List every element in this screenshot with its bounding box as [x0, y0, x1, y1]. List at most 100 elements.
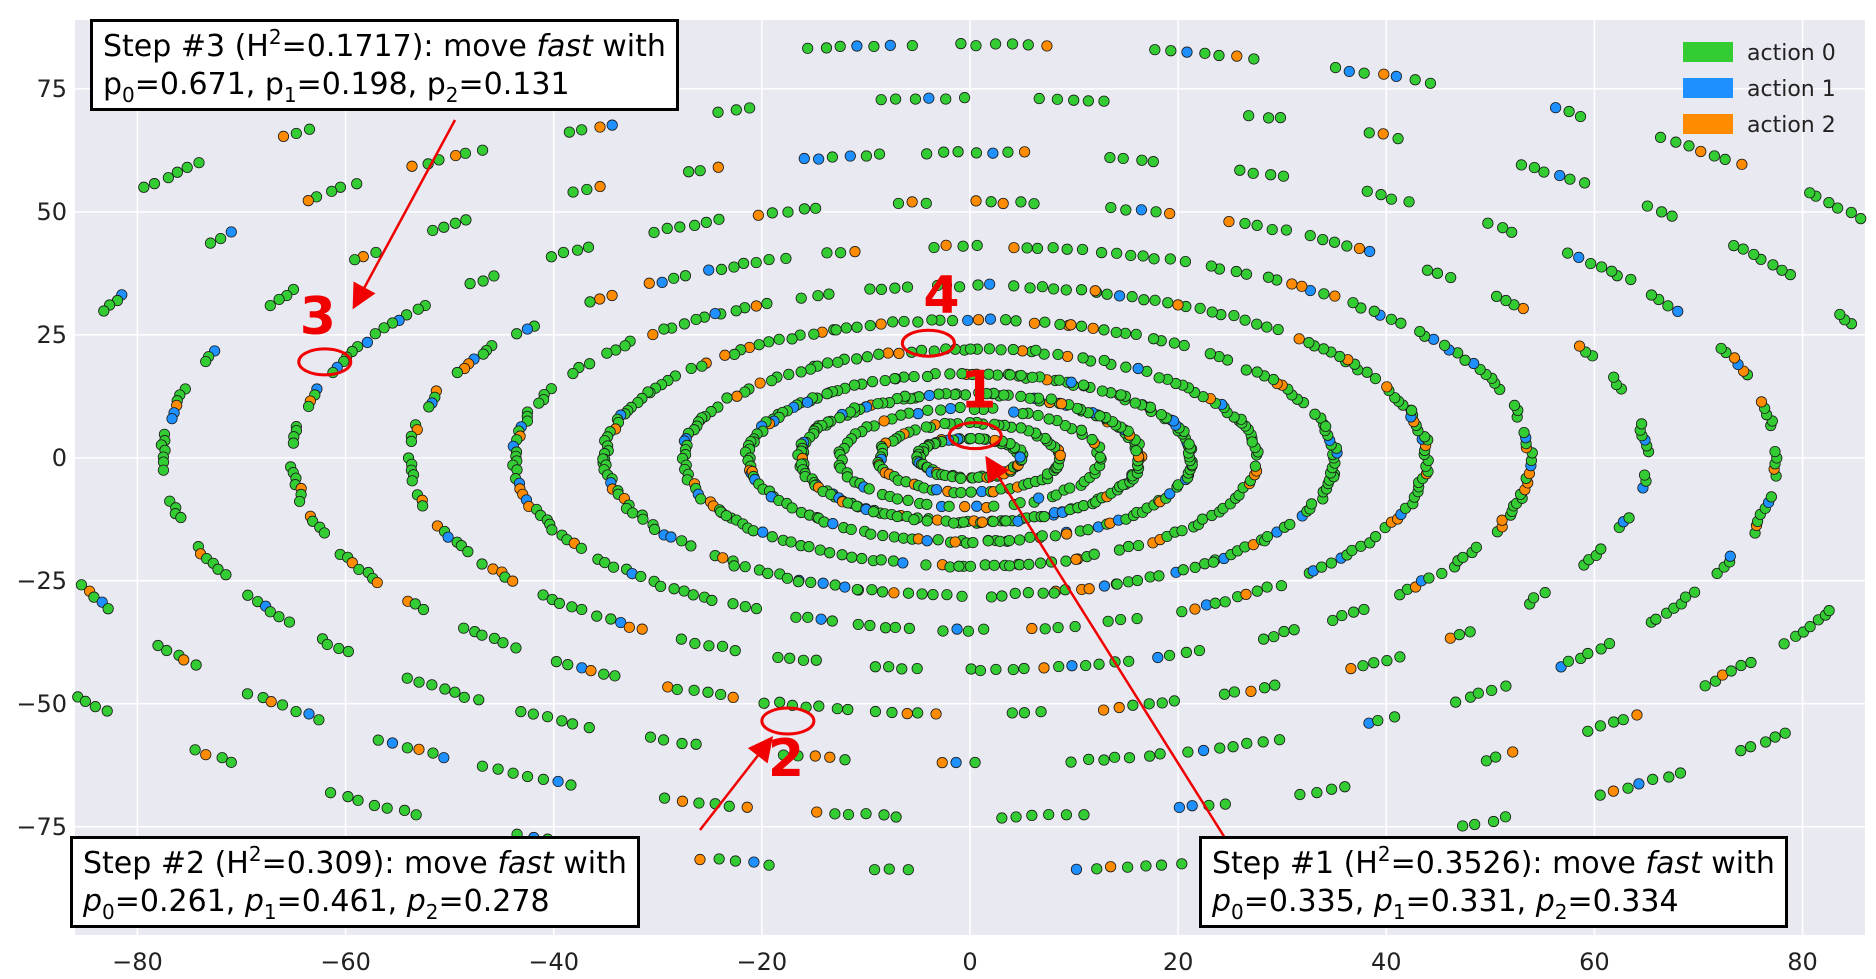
- data-point: [1582, 647, 1594, 660]
- data-point: [1075, 320, 1088, 332]
- data-point: [731, 390, 743, 402]
- data-point: [889, 621, 901, 634]
- data-point: [830, 324, 842, 336]
- data-point: [1041, 40, 1053, 52]
- data-point: [215, 232, 227, 245]
- data-point: [906, 196, 918, 208]
- data-point: [1369, 372, 1382, 385]
- data-point: [189, 744, 201, 756]
- data-point: [1228, 686, 1241, 698]
- data-point: [566, 718, 579, 730]
- data-point: [413, 743, 425, 755]
- data-point: [1515, 159, 1528, 171]
- data-point: [676, 535, 688, 547]
- data-point: [889, 373, 901, 385]
- data-point: [1033, 92, 1045, 105]
- data-point: [868, 40, 880, 53]
- data-point: [450, 149, 462, 162]
- data-point: [1760, 736, 1772, 748]
- data-point: [798, 152, 810, 165]
- data-point: [1769, 445, 1781, 458]
- data-point: [868, 864, 881, 876]
- data-point: [761, 297, 773, 310]
- prob-sub: 2: [445, 83, 459, 107]
- data-point: [1315, 561, 1328, 573]
- data-point: [303, 708, 315, 720]
- data-point: [575, 542, 587, 554]
- data-point: [717, 552, 729, 564]
- data-point: [985, 591, 998, 603]
- data-point: [1135, 204, 1148, 216]
- data-point: [1172, 479, 1184, 491]
- data-point: [1231, 50, 1243, 62]
- data-point: [839, 754, 851, 766]
- data-point: [476, 144, 489, 156]
- data-point: [674, 221, 686, 233]
- data-point: [1199, 47, 1211, 59]
- data-point: [1261, 581, 1273, 593]
- data-point: [1311, 787, 1323, 799]
- data-point: [1164, 253, 1176, 265]
- data-point: [810, 202, 822, 214]
- data-point: [813, 700, 825, 712]
- data-point: [1325, 557, 1337, 569]
- data-point: [1048, 587, 1060, 599]
- data-point: [594, 180, 606, 193]
- data-point: [1115, 389, 1127, 401]
- data-point: [970, 40, 982, 52]
- callout-text: Step #2 (H: [83, 846, 249, 881]
- data-point: [923, 92, 935, 104]
- data-point: [583, 722, 595, 734]
- data-point: [1007, 343, 1019, 356]
- data-point: [851, 321, 863, 333]
- annotation-layer: 1 2 3 4: [297, 119, 1227, 839]
- data-point: [644, 731, 657, 743]
- data-point: [1164, 207, 1176, 220]
- data-point: [988, 500, 1000, 512]
- data-point: [1672, 305, 1684, 317]
- data-point: [890, 811, 902, 823]
- data-point: [333, 642, 345, 655]
- data-point: [1368, 305, 1380, 317]
- data-point: [1779, 727, 1791, 739]
- data-point: [370, 246, 382, 259]
- data-point: [1453, 629, 1465, 641]
- data-point: [1125, 249, 1137, 262]
- data-point: [1728, 352, 1741, 364]
- data-point: [693, 797, 705, 809]
- data-point: [754, 377, 766, 389]
- data-point: [576, 603, 588, 616]
- data-point: [1111, 578, 1123, 590]
- data-point: [1127, 699, 1139, 711]
- data-point: [1026, 809, 1038, 821]
- data-point: [1165, 45, 1177, 57]
- data-point: [1082, 524, 1094, 536]
- data-point: [1105, 201, 1117, 214]
- data-point: [1286, 278, 1298, 290]
- data-point: [412, 303, 424, 315]
- data-point: [1181, 46, 1193, 58]
- data-point: [780, 252, 792, 265]
- y-tick-label: −75: [16, 813, 67, 841]
- data-point: [1015, 369, 1027, 382]
- data-point: [867, 506, 880, 518]
- data-point: [369, 328, 381, 340]
- data-point: [1486, 684, 1498, 697]
- data-point: [1168, 337, 1180, 349]
- data-point: [1663, 771, 1675, 783]
- data-point: [477, 275, 489, 287]
- data-point: [1052, 621, 1064, 634]
- data-point: [753, 339, 765, 351]
- data-point: [737, 257, 750, 269]
- data-point: [200, 749, 212, 761]
- data-point: [401, 672, 413, 684]
- data-point: [1014, 559, 1026, 571]
- callout-text: =0.309): move: [261, 846, 498, 881]
- data-point: [939, 417, 951, 430]
- data-point: [955, 38, 967, 50]
- data-point: [1156, 697, 1168, 709]
- data-point: [1650, 613, 1662, 625]
- data-point: [361, 336, 374, 348]
- data-point: [1457, 820, 1469, 832]
- data-point: [510, 642, 522, 654]
